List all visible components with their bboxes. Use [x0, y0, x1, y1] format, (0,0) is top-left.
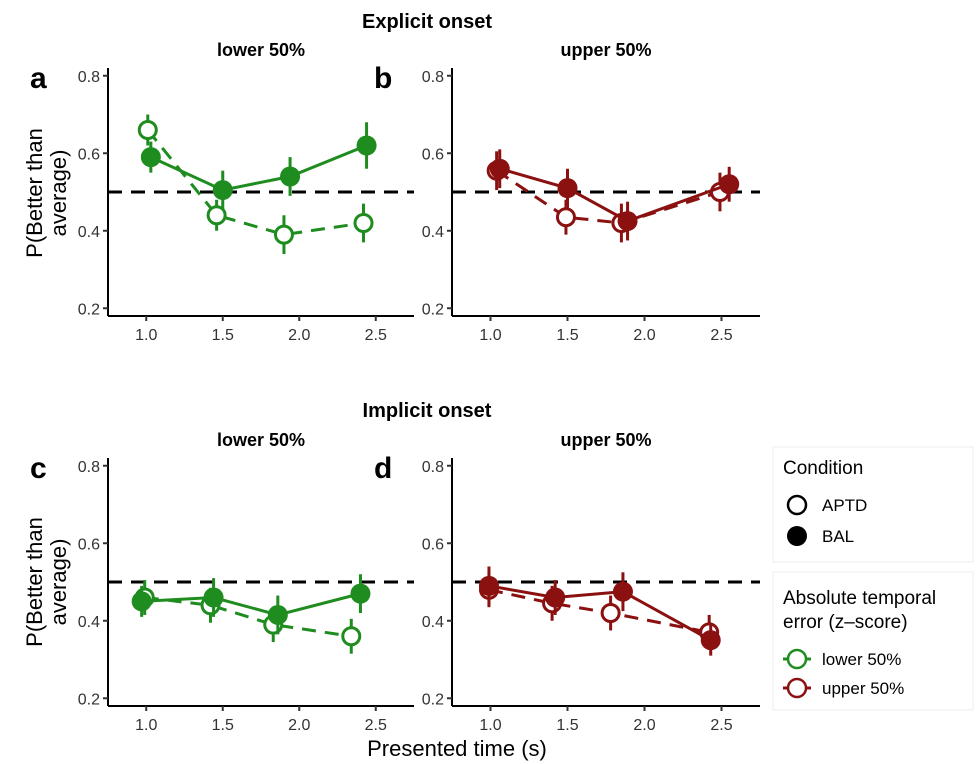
y-tick-label-c: 0.8 — [78, 459, 100, 476]
x-tick-label-d: 1.5 — [556, 717, 578, 734]
legend-aptd-label: APTD — [822, 496, 867, 515]
panels: lower 50%a0.20.40.60.81.0 1.5 2.0 2.5upper … — [30, 40, 760, 734]
x-tick-label-a: 1.0 — [135, 327, 157, 344]
section-title-explicit: Explicit onset — [362, 11, 492, 33]
series-line-bal-c — [141, 592, 361, 617]
legend-bal-label: BAL — [822, 527, 854, 546]
y-tick-label-b: 0.6 — [422, 146, 444, 163]
x-tick-label-c: 2.5 — [365, 717, 387, 734]
y-tick-label-a: 0.6 — [78, 146, 100, 163]
panel-b: upper 50% b 0.2 0.4 0.6 0.8 1.0 1.5 2.0 2.5 — [374, 40, 760, 344]
series-line-aptd-d — [488, 588, 710, 634]
point-bal-a — [212, 180, 233, 201]
point-bal-d — [545, 587, 566, 608]
x-axis-label: Presented time (s) — [367, 736, 547, 761]
series-line-bal-a — [150, 144, 368, 192]
point-aptd-a — [273, 224, 294, 245]
point-aptd-a — [353, 213, 374, 233]
facet-title-c: lower 50% — [217, 430, 305, 450]
y-tick-label-b: 0.8 — [422, 69, 444, 86]
x-tick-label-b: 2.5 — [710, 327, 732, 344]
point-bal-d — [700, 630, 721, 651]
point-bal-d — [612, 581, 633, 602]
facet-title-a: lower 50% — [217, 40, 305, 60]
panel-c: lower 50% c 0.2 0.4 0.6 0.8 1.0 1.5 2.0 2.5 — [30, 430, 414, 734]
y-tick-label-a: 0.2 — [78, 301, 100, 318]
x-tick-label-b: 1.5 — [556, 327, 578, 344]
legend-bal-marker — [787, 526, 807, 546]
legend-upper-label: upper 50% — [822, 679, 904, 698]
point-bal-c — [350, 583, 371, 604]
point-aptd-a — [137, 120, 158, 140]
legend-lower-label: lower 50% — [822, 650, 901, 669]
y-tick-label-d: 0.2 — [422, 691, 444, 708]
point-bal-a — [356, 135, 377, 156]
legend-condition-title: Condition — [783, 458, 863, 479]
y-axis-label-bottom-line1: P(Better than — [22, 517, 47, 647]
point-bal-b — [557, 178, 578, 199]
point-bal-b — [617, 211, 638, 232]
y-tick-label-b: 0.4 — [422, 224, 444, 241]
y-tick-label-c: 0.6 — [78, 536, 100, 553]
facet-title-b: upper 50% — [560, 40, 651, 60]
legend-error-title-line2: error (z–score) — [783, 612, 908, 633]
x-tick-label-b: 1.0 — [479, 327, 501, 344]
y-axis-label-top-line1: P(Better than — [22, 128, 47, 258]
y-axis-label-top-line2: average) — [46, 150, 71, 237]
point-aptd-b — [555, 207, 576, 228]
panel-letter-b: b — [374, 62, 392, 95]
x-tick-label-d: 2.5 — [710, 717, 732, 734]
y-tick-label-c: 0.2 — [78, 691, 100, 708]
panel-letter-a: a — [30, 62, 47, 95]
y-tick-label-a: 0.4 — [78, 224, 100, 241]
x-tick-label-c: 1.5 — [212, 717, 234, 734]
x-tick-label-c: 1.0 — [135, 717, 157, 734]
x-tick-label-a: 2.5 — [365, 327, 387, 344]
panel-letter-d: d — [374, 452, 392, 485]
point-bal-c — [131, 591, 152, 612]
x-tick-label-d: 1.0 — [479, 717, 501, 734]
series-line-aptd-b — [495, 169, 721, 225]
point-bal-b — [719, 174, 740, 195]
legend-error: Absolute temporal error (z–score) lower … — [772, 571, 974, 711]
x-tick-label-d: 2.0 — [633, 717, 655, 734]
panel-letter-c: c — [30, 452, 47, 485]
legend-lower-marker — [786, 648, 808, 670]
panel-d: upper 50% d 0.2 0.4 0.6 0.8 1.0 1.5 2.0 2.5 — [374, 430, 760, 734]
legend-aptd-marker — [786, 494, 808, 516]
section-title-implicit: Implicit onset — [363, 400, 492, 422]
point-aptd-d — [600, 603, 621, 623]
y-axis-label-bottom-line2: average) — [46, 539, 71, 626]
point-bal-a — [280, 166, 301, 187]
y-tick-label-b: 0.2 — [422, 301, 444, 318]
point-bal-b — [489, 158, 510, 179]
x-tick-label-c: 2.0 — [288, 717, 310, 734]
x-tick-label-a: 1.5 — [212, 327, 234, 344]
legend-upper-marker — [786, 677, 808, 699]
point-aptd-c — [341, 626, 362, 647]
series-line-aptd-c — [144, 596, 352, 638]
y-tick-label-c: 0.4 — [78, 614, 100, 631]
legend-error-title-line1: Absolute temporal — [783, 588, 936, 609]
y-tick-label-a: 0.8 — [78, 69, 100, 86]
point-aptd-a — [206, 205, 227, 226]
point-bal-d — [478, 575, 499, 596]
facet-title-d: upper 50% — [560, 430, 651, 450]
point-bal-a — [140, 147, 161, 168]
legend-condition: Condition APTD BAL — [772, 446, 974, 563]
x-tick-label-b: 2.0 — [633, 327, 655, 344]
y-tick-label-d: 0.6 — [422, 536, 444, 553]
series-line-bal-d — [488, 584, 712, 642]
y-tick-label-d: 0.4 — [422, 614, 444, 631]
series-line-bal-b — [499, 167, 730, 223]
x-tick-label-a: 2.0 — [288, 327, 310, 344]
point-bal-c — [267, 604, 288, 625]
panel-a: lower 50% a 0.2 0.4 0.6 0.8 1.0 1.5 2.0 2.5 — [30, 40, 414, 344]
y-tick-label-d: 0.8 — [422, 459, 444, 476]
point-bal-c — [203, 587, 224, 608]
